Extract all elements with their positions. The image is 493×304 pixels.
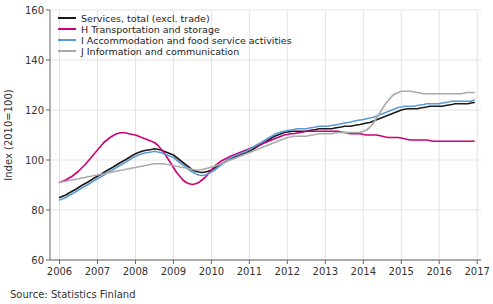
x-tick (287, 260, 288, 264)
y-tick-label: 100 (25, 155, 44, 166)
x-tick-label: 2017 (464, 266, 489, 277)
legend: Services, total (excl. trade)H Transport… (58, 13, 292, 57)
x-tick-label: 2012 (275, 266, 300, 277)
x-tick (173, 260, 174, 264)
x-tick (363, 260, 364, 264)
x-tick (97, 260, 98, 264)
y-grid-line (50, 60, 481, 61)
source-note: Source: Statistics Finland (10, 289, 136, 300)
grid (50, 10, 481, 260)
y-tick-label: 60 (31, 255, 44, 266)
y-tick (46, 160, 50, 161)
legend-swatch (58, 50, 76, 52)
x-tick (325, 260, 326, 264)
y-tick-label: 160 (25, 5, 44, 16)
x-tick-label: 2013 (313, 266, 338, 277)
y-tick (46, 260, 50, 261)
y-grid-line (50, 110, 481, 111)
x-tick-label: 2015 (389, 266, 414, 277)
y-tick (46, 10, 50, 11)
y-tick (46, 60, 50, 61)
y-grid-line (50, 260, 481, 261)
x-tick-label: 2008 (123, 266, 148, 277)
series-line (59, 91, 474, 182)
x-tick (59, 260, 60, 264)
x-tick-label: 2006 (47, 266, 72, 277)
legend-swatch (58, 28, 76, 30)
x-tick (477, 260, 478, 264)
legend-label: H Transportation and storage (81, 24, 220, 35)
legend-label: I Accommodation and food service activit… (81, 35, 292, 46)
lines (59, 91, 474, 200)
x-tick (211, 260, 212, 264)
y-axis-label: Index (2010=100) (3, 89, 14, 181)
x-grid-line (325, 10, 326, 260)
x-grid-line (59, 10, 60, 260)
x-grid-line (439, 10, 440, 260)
y-grid-line (50, 210, 481, 211)
x-tick-label: 2014 (351, 266, 376, 277)
y-tick-label: 120 (25, 105, 44, 116)
y-tick (46, 210, 50, 211)
x-tick-label: 2010 (199, 266, 224, 277)
x-axis-line (50, 260, 481, 261)
x-tick (439, 260, 440, 264)
series-line (59, 100, 474, 200)
x-grid-line (477, 10, 478, 260)
y-tick-label: 80 (31, 205, 44, 216)
x-tick (135, 260, 136, 264)
x-tick-label: 2009 (161, 266, 186, 277)
y-grid-line (50, 10, 481, 11)
y-grid-line (50, 160, 481, 161)
legend-label: J Information and communication (80, 46, 239, 57)
x-tick-label: 2007 (85, 266, 110, 277)
x-grid-line (249, 10, 250, 260)
legend-swatch (58, 17, 76, 19)
y-tick (46, 110, 50, 111)
series-line (59, 103, 474, 198)
chart: 2006 2007 2008 2009 2010 2011 2012 2013 2014 2015… (0, 0, 493, 304)
x-tick (249, 260, 250, 264)
y-axis-line (50, 10, 51, 260)
x-tick-label: 2016 (427, 266, 452, 277)
legend-label: Services, total (excl. trade) (81, 13, 210, 24)
x-grid-line (401, 10, 402, 260)
y-tick-label: 140 (25, 55, 44, 66)
legend-swatch (58, 39, 76, 41)
x-tick (401, 260, 402, 264)
axes: 2006 2007 2008 2009 2010 2011 2012 2013 2014 2015… (25, 5, 490, 278)
x-tick-label: 2011 (237, 266, 262, 277)
